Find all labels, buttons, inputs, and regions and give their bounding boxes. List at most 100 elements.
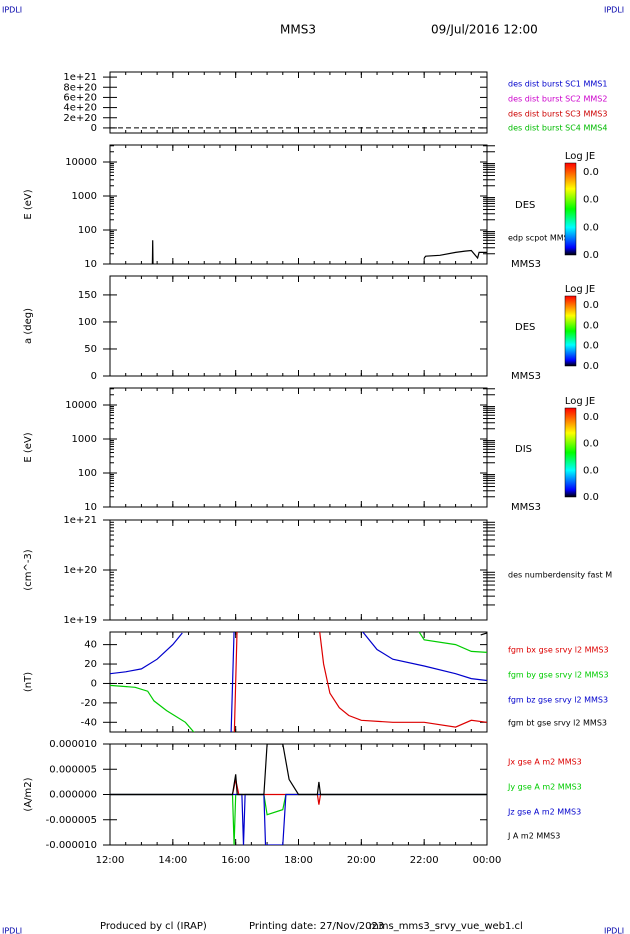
plot-frame <box>109 631 488 733</box>
corner-tag: IPDLI <box>604 927 624 934</box>
x-tick-label: 14:00 <box>158 855 187 866</box>
y-axis-label: (cm^-3) <box>23 549 34 590</box>
colorbar <box>564 407 577 498</box>
y-tick-label: 100 <box>78 317 97 328</box>
colorbar <box>564 162 577 256</box>
legend-label: J A m2 MMS3 <box>507 832 560 841</box>
y-tick-label: 0.000010 <box>49 739 97 750</box>
y-tick-label: 50 <box>84 344 97 355</box>
y-tick-label: -0.000005 <box>46 815 97 826</box>
legend-label: Jx gse A m2 MMS3 <box>507 758 582 767</box>
y-tick-label: 20 <box>84 659 97 670</box>
plot-frame <box>109 519 488 621</box>
y-axis-label: E (eV) <box>23 189 34 219</box>
y-tick-label: -40 <box>81 717 97 728</box>
y-tick-label: 100 <box>78 468 97 479</box>
legend-label: des dist burst SC3 MMS3 <box>508 110 607 119</box>
y-axis-label: (nT) <box>23 672 34 692</box>
legend-label: des dist burst SC2 MMS2 <box>508 95 607 104</box>
y-tick-label: 1000 <box>72 434 97 445</box>
y-tick-label: 150 <box>78 290 97 301</box>
footer-printing: Printing date: 27/Nov/2023 <box>249 921 384 932</box>
y-tick-label: 40 <box>84 640 97 651</box>
colorbar-title: Log JE <box>565 151 595 162</box>
plot-frame <box>109 387 488 508</box>
y-tick-label: 100 <box>78 225 97 236</box>
panel-label: DES <box>515 322 535 333</box>
y-tick-label: 6e+20 <box>63 92 97 103</box>
colorbar-tick: 0.0 <box>583 341 599 352</box>
y-tick-label: 10000 <box>65 157 97 168</box>
series-line <box>110 793 487 845</box>
panel-label: MMS3 <box>511 502 541 513</box>
y-tick-label: 0 <box>91 678 97 689</box>
colorbar-tick: 0.0 <box>583 465 599 476</box>
panel-label: DES <box>515 200 535 211</box>
y-tick-label: 1e+19 <box>63 615 97 626</box>
date: 09/Jul/2016 12:00 <box>431 23 538 37</box>
y-tick-label: 10 <box>84 502 97 513</box>
y-tick-label: 1000 <box>72 191 97 202</box>
series-line <box>151 240 487 264</box>
x-tick-label: 22:00 <box>410 855 439 866</box>
corner-tag: IPDLI <box>2 927 22 934</box>
corner-tag: IPDLI <box>2 6 22 15</box>
y-tick-label: 0 <box>91 371 97 382</box>
x-tick-label: 18:00 <box>284 855 313 866</box>
y-tick-label: 4e+20 <box>63 103 97 114</box>
series-line <box>233 632 487 732</box>
corner-tag: IPDLI <box>604 6 624 15</box>
x-tick-label: 00:00 <box>473 855 502 866</box>
plot-frame <box>109 144 488 265</box>
colorbar-tick: 0.0 <box>583 439 599 450</box>
y-tick-label: 0.000000 <box>49 790 97 801</box>
colorbar-tick: 0.0 <box>583 250 599 261</box>
series-line <box>110 632 487 732</box>
legend-label: edp scpot MMS3 <box>508 234 574 243</box>
colorbar-tick: 0.0 <box>583 361 599 372</box>
legend-label: fgm bz gse srvy l2 MMS3 <box>508 696 608 705</box>
y-tick-label: -20 <box>81 698 97 709</box>
colorbar-tick: 0.0 <box>583 195 599 206</box>
footer-producer: Produced by cl (IRAP) <box>100 921 207 932</box>
y-axis-label: (A/m2) <box>23 777 34 811</box>
colorbar-tick: 0.0 <box>583 167 599 178</box>
y-tick-label: 10 <box>84 259 97 270</box>
colorbar-tick: 0.0 <box>583 300 599 311</box>
panel-label: MMS3 <box>511 259 541 270</box>
footer-file: mms_mms3_srvy_vue_web1.cl <box>369 921 523 932</box>
legend-label: fgm bt gse srvy l2 MMS3 <box>508 719 607 728</box>
colorbar-tick: 0.0 <box>583 222 599 233</box>
colorbar-title: Log JE <box>565 284 595 295</box>
y-axis-label: a (deg) <box>23 308 34 344</box>
legend-label: des dist burst SC1 MMS1 <box>508 80 607 89</box>
legend-label: des dist burst SC4 MMS4 <box>508 124 607 133</box>
series-line <box>110 744 487 796</box>
panel-label: DIS <box>515 444 532 455</box>
y-tick-label: 10000 <box>65 400 97 411</box>
y-tick-label: 1e+21 <box>63 515 97 526</box>
colorbar-tick: 0.0 <box>583 320 599 331</box>
series-line <box>110 793 487 845</box>
legend-label: fgm bx gse srvy l2 MMS3 <box>508 646 609 655</box>
y-tick-label: 1e+21 <box>63 72 97 83</box>
y-tick-label: 1e+20 <box>63 565 97 576</box>
colorbar-tick: 0.0 <box>583 412 599 423</box>
plot-frame <box>109 71 488 134</box>
series-line <box>480 632 487 636</box>
y-axis-label: E (eV) <box>23 432 34 462</box>
colorbar-tick: 0.0 <box>583 492 599 503</box>
y-tick-label: 2e+20 <box>63 113 97 124</box>
colorbar-title: Log JE <box>565 396 595 407</box>
legend-label: des numberdensity fast M <box>508 571 612 580</box>
title: MMS3 <box>280 23 316 37</box>
legend-label: Jy gse A m2 MMS3 <box>507 783 582 792</box>
panel-label: MMS3 <box>511 371 541 382</box>
plot-frame <box>109 275 488 377</box>
series-line <box>110 632 487 732</box>
colorbar <box>564 295 577 367</box>
x-tick-label: 16:00 <box>221 855 250 866</box>
x-tick-label: 20:00 <box>347 855 376 866</box>
x-tick-label: 12:00 <box>96 855 125 866</box>
